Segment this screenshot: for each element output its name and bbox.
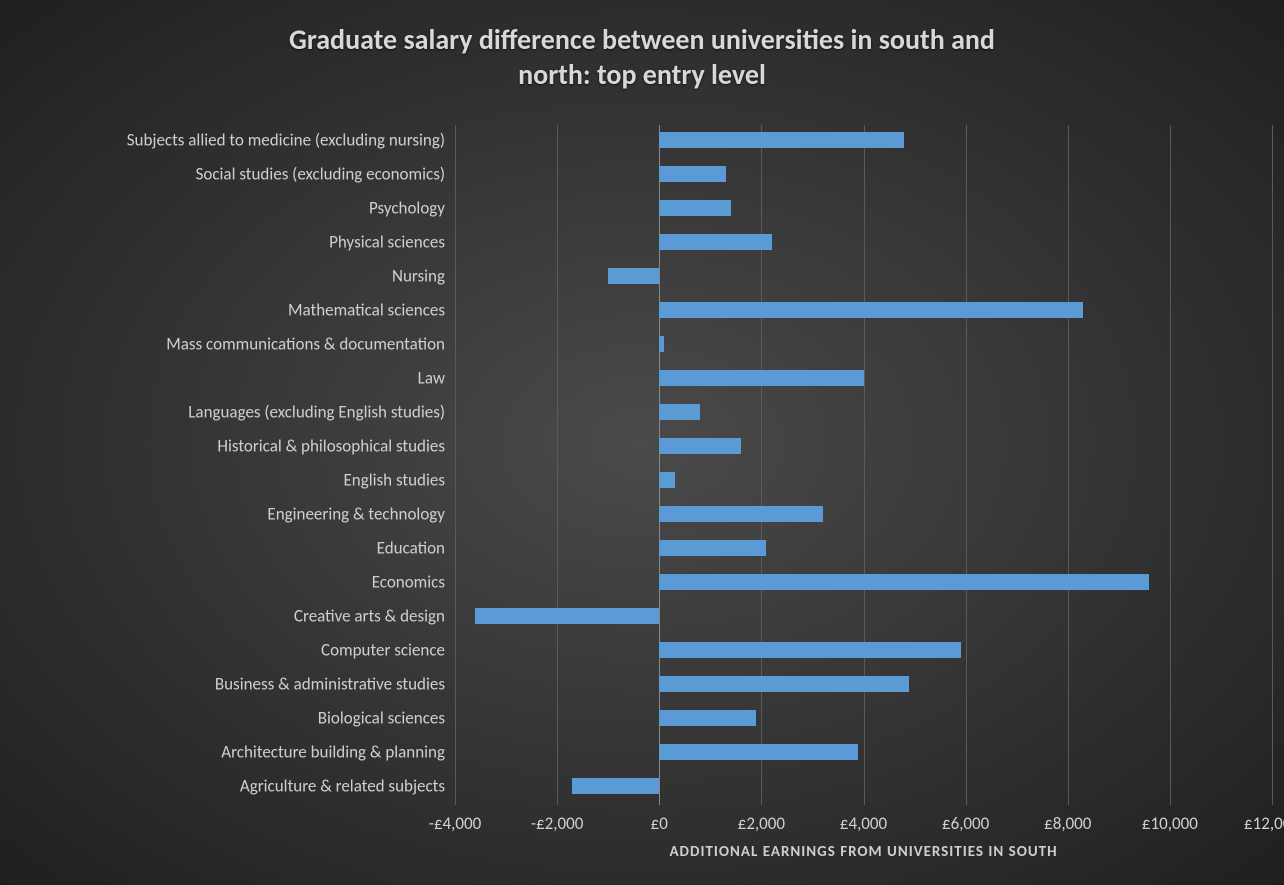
x-tick-label: £4,000 xyxy=(840,805,887,834)
y-tick-label: Social studies (excluding economics) xyxy=(196,164,455,185)
x-tick-label: -£4,000 xyxy=(429,805,482,834)
bar xyxy=(659,336,664,352)
x-tick-label: £0 xyxy=(651,805,668,834)
bar xyxy=(659,132,904,148)
y-tick-label: Languages (excluding English studies) xyxy=(188,402,455,423)
x-tick-label: -£2,000 xyxy=(531,805,584,834)
bar xyxy=(659,234,771,250)
y-tick-label: Mass communications & documentation xyxy=(166,334,455,355)
x-tick-label: £2,000 xyxy=(738,805,785,834)
y-tick-label: Engineering & technology xyxy=(267,504,455,525)
chart-root: Graduate salary difference between unive… xyxy=(0,0,1284,885)
y-tick-label: Mathematical sciences xyxy=(288,300,455,321)
bar xyxy=(659,744,858,760)
y-tick-label: Subjects allied to medicine (excluding n… xyxy=(127,130,455,151)
bar xyxy=(659,200,730,216)
y-tick-label: Law xyxy=(418,368,455,389)
y-tick-label: English studies xyxy=(344,470,456,491)
x-tick-label: £12,000 xyxy=(1244,805,1284,834)
gridline xyxy=(1272,125,1273,805)
gridline xyxy=(1170,125,1171,805)
gridline xyxy=(966,125,967,805)
x-tick-label: £10,000 xyxy=(1142,805,1198,834)
y-tick-label: Business & administrative studies xyxy=(215,674,455,695)
chart-title: Graduate salary difference between unive… xyxy=(0,22,1284,92)
bar xyxy=(659,404,700,420)
bar xyxy=(659,710,756,726)
y-tick-label: Biological sciences xyxy=(318,708,455,729)
y-tick-label: Economics xyxy=(372,572,455,593)
gridline xyxy=(455,125,456,805)
bar xyxy=(659,370,863,386)
bar xyxy=(659,540,766,556)
x-axis-title: ADDITIONAL EARNINGS FROM UNIVERSITIES IN… xyxy=(455,843,1272,861)
bar xyxy=(475,608,659,624)
x-tick-label: £6,000 xyxy=(942,805,989,834)
gridline xyxy=(557,125,558,805)
bar xyxy=(659,574,1149,590)
bar xyxy=(659,438,741,454)
bar xyxy=(659,472,674,488)
y-tick-label: Agriculture & related subjects xyxy=(240,776,455,797)
bar xyxy=(572,778,659,794)
bar xyxy=(659,506,822,522)
y-tick-label: Education xyxy=(377,538,455,559)
bar xyxy=(659,302,1083,318)
plot-area: -£4,000-£2,000£0£2,000£4,000£6,000£8,000… xyxy=(455,125,1272,805)
bar xyxy=(608,268,659,284)
y-tick-label: Architecture building & planning xyxy=(221,742,455,763)
x-tick-label: £8,000 xyxy=(1044,805,1091,834)
gridline-zero xyxy=(659,125,660,805)
gridline xyxy=(761,125,762,805)
gridline xyxy=(864,125,865,805)
y-tick-label: Computer science xyxy=(321,640,455,661)
y-tick-label: Historical & philosophical studies xyxy=(217,436,455,457)
y-tick-label: Nursing xyxy=(392,266,455,287)
bar xyxy=(659,166,725,182)
y-tick-label: Psychology xyxy=(369,198,455,219)
bar xyxy=(659,642,960,658)
bar xyxy=(659,676,909,692)
y-tick-label: Physical sciences xyxy=(329,232,455,253)
gridline xyxy=(1068,125,1069,805)
y-tick-label: Creative arts & design xyxy=(294,606,455,627)
